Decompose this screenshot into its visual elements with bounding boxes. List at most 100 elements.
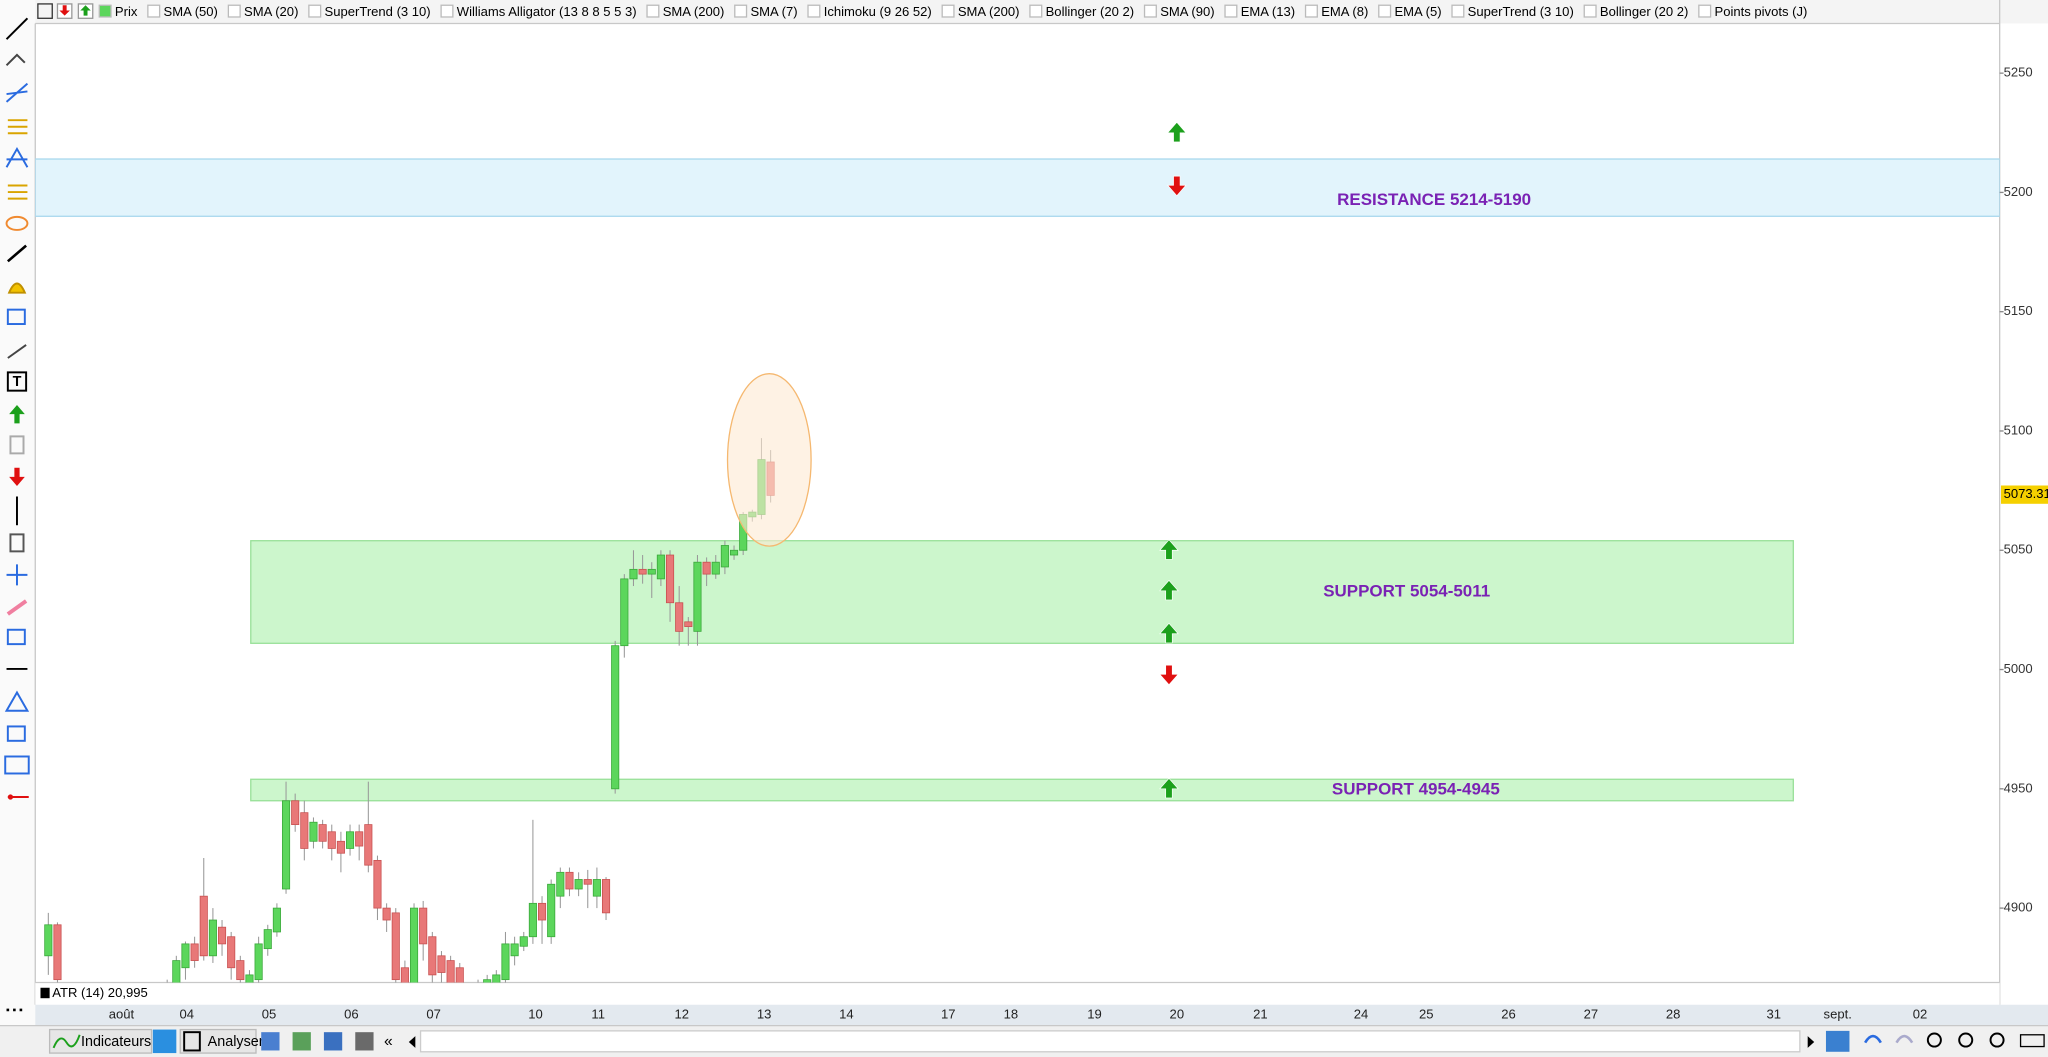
bottom-buttons[interactable]: Indicateurs Analyser «: [48, 1028, 2045, 1054]
candle-body: [419, 907, 428, 945]
candle-body: [336, 840, 345, 854]
indicator-checkbox[interactable]: [440, 4, 454, 18]
indicator-checkbox[interactable]: [1029, 4, 1043, 18]
x-tick-label: 14: [839, 1007, 854, 1022]
x-tick-label: 25: [1419, 1007, 1434, 1022]
indicator-checkbox[interactable]: [1224, 4, 1238, 18]
candle-body: [547, 883, 556, 938]
candle-body: [318, 824, 327, 842]
indicator-checkbox[interactable]: [646, 4, 660, 18]
svg-text:T: T: [13, 374, 22, 390]
indicator-name[interactable]: EMA (5): [1394, 4, 1441, 19]
last-price-box: [2000, 485, 2048, 504]
indicator-name[interactable]: Prix: [115, 4, 138, 19]
x-tick-label: 13: [757, 1007, 772, 1022]
indicator-checkbox[interactable]: [227, 4, 241, 18]
x-tick-label: 07: [426, 1007, 441, 1022]
indicator-name[interactable]: SMA (20): [244, 4, 298, 19]
tool-icons[interactable]: T: [4, 17, 30, 1012]
candle-body: [428, 936, 437, 976]
x-tick-label: 12: [675, 1007, 690, 1022]
candle-body: [53, 924, 62, 981]
candle-body: [601, 879, 611, 914]
indicator-name[interactable]: Bollinger (20 2): [1046, 4, 1134, 19]
indicator-checkbox[interactable]: [98, 4, 112, 18]
indicator-checkbox[interactable]: [1143, 4, 1157, 18]
indicator-name[interactable]: EMA (8): [1321, 4, 1368, 19]
indicator-checkbox[interactable]: [1451, 4, 1465, 18]
candle-body: [684, 621, 693, 627]
indicator-checkbox[interactable]: [147, 4, 161, 18]
indicator-checkbox[interactable]: [1583, 4, 1597, 18]
candle-body: [446, 960, 455, 983]
zone: [250, 540, 1794, 644]
signal-arrow: [1159, 622, 1179, 644]
indicator-checkbox[interactable]: [1378, 4, 1392, 18]
candle-body: [199, 895, 208, 957]
candle-body: [391, 912, 400, 981]
candle-body: [556, 871, 565, 897]
candle-body: [263, 929, 272, 950]
indicator-name[interactable]: Williams Alligator (13 8 8 5 5 3): [457, 4, 637, 19]
indicator-checkbox[interactable]: [308, 4, 322, 18]
indicator-name[interactable]: Bollinger (20 2): [1600, 4, 1688, 19]
indicator-name[interactable]: SMA (200): [958, 4, 1020, 19]
x-tick-label: 11: [591, 1007, 605, 1022]
candle-body: [574, 879, 583, 890]
highlight-ellipse: [726, 373, 812, 547]
indicator-checkbox[interactable]: [734, 4, 748, 18]
y-tick-label: 5200: [2004, 184, 2033, 199]
candle-body: [309, 821, 318, 842]
candle-body: [382, 907, 391, 921]
indicator-checkbox[interactable]: [941, 4, 955, 18]
candle-body: [675, 602, 684, 632]
y-tick-label: 5250: [2004, 65, 2033, 80]
candle-body: [592, 879, 601, 897]
candle-body: [345, 831, 355, 849]
candle-body: [217, 926, 227, 945]
indicator-name[interactable]: Ichimoku (9 26 52): [824, 4, 932, 19]
y-tick-label: 4950: [2004, 780, 2033, 795]
signal-arrow: [1159, 539, 1179, 560]
candle-body: [519, 936, 528, 947]
indicator-name[interactable]: SMA (50): [164, 4, 218, 19]
candle-body: [629, 568, 638, 580]
indicator-name[interactable]: SuperTrend (3 10): [325, 4, 431, 19]
toolbar-icon: [37, 3, 53, 19]
signal-arrow: [1159, 664, 1179, 686]
zone-label: SUPPORT 4954-4945: [1332, 779, 1500, 798]
candle-body: [720, 545, 729, 568]
candle-body: [492, 974, 501, 983]
x-tick-label: août: [109, 1007, 135, 1022]
indicator-name[interactable]: EMA (13): [1241, 4, 1295, 19]
y-tick-label: 5050: [2004, 542, 2033, 557]
candle-body: [355, 831, 364, 847]
y-tick-label: 5100: [2004, 422, 2033, 437]
indicator-checkbox[interactable]: [1698, 4, 1712, 18]
x-tick-label: 24: [1354, 1007, 1369, 1022]
signal-arrow: [1166, 175, 1187, 197]
candle-body: [44, 924, 53, 957]
candle-body: [373, 859, 382, 909]
x-tick-label: 20: [1170, 1007, 1185, 1022]
indicator-checkbox[interactable]: [1304, 4, 1318, 18]
indicator-name[interactable]: SuperTrend (3 10): [1468, 4, 1574, 19]
indicator-name[interactable]: SMA (200): [663, 4, 725, 19]
candle-body: [565, 871, 574, 890]
indicator-name[interactable]: Points pivots (J): [1715, 4, 1808, 19]
indicator-name[interactable]: SMA (7): [750, 4, 797, 19]
candle-body: [364, 824, 373, 866]
candle-body: [711, 561, 720, 575]
indicator-name[interactable]: SMA (90): [1160, 4, 1214, 19]
indicators-button[interactable]: Indicateurs: [81, 1034, 151, 1050]
top-toolbar: [0, 0, 2048, 24]
zone: [35, 158, 2000, 217]
indicator-checkbox[interactable]: [807, 4, 821, 18]
x-tick-label: 27: [1584, 1007, 1599, 1022]
candle-body: [272, 907, 281, 933]
zone-label: RESISTANCE 5214-5190: [1337, 190, 1531, 209]
analyze-button[interactable]: Analyser: [208, 1034, 264, 1050]
x-tick-label: 05: [262, 1007, 277, 1022]
last-price-label: 5073.31: [2004, 486, 2048, 501]
